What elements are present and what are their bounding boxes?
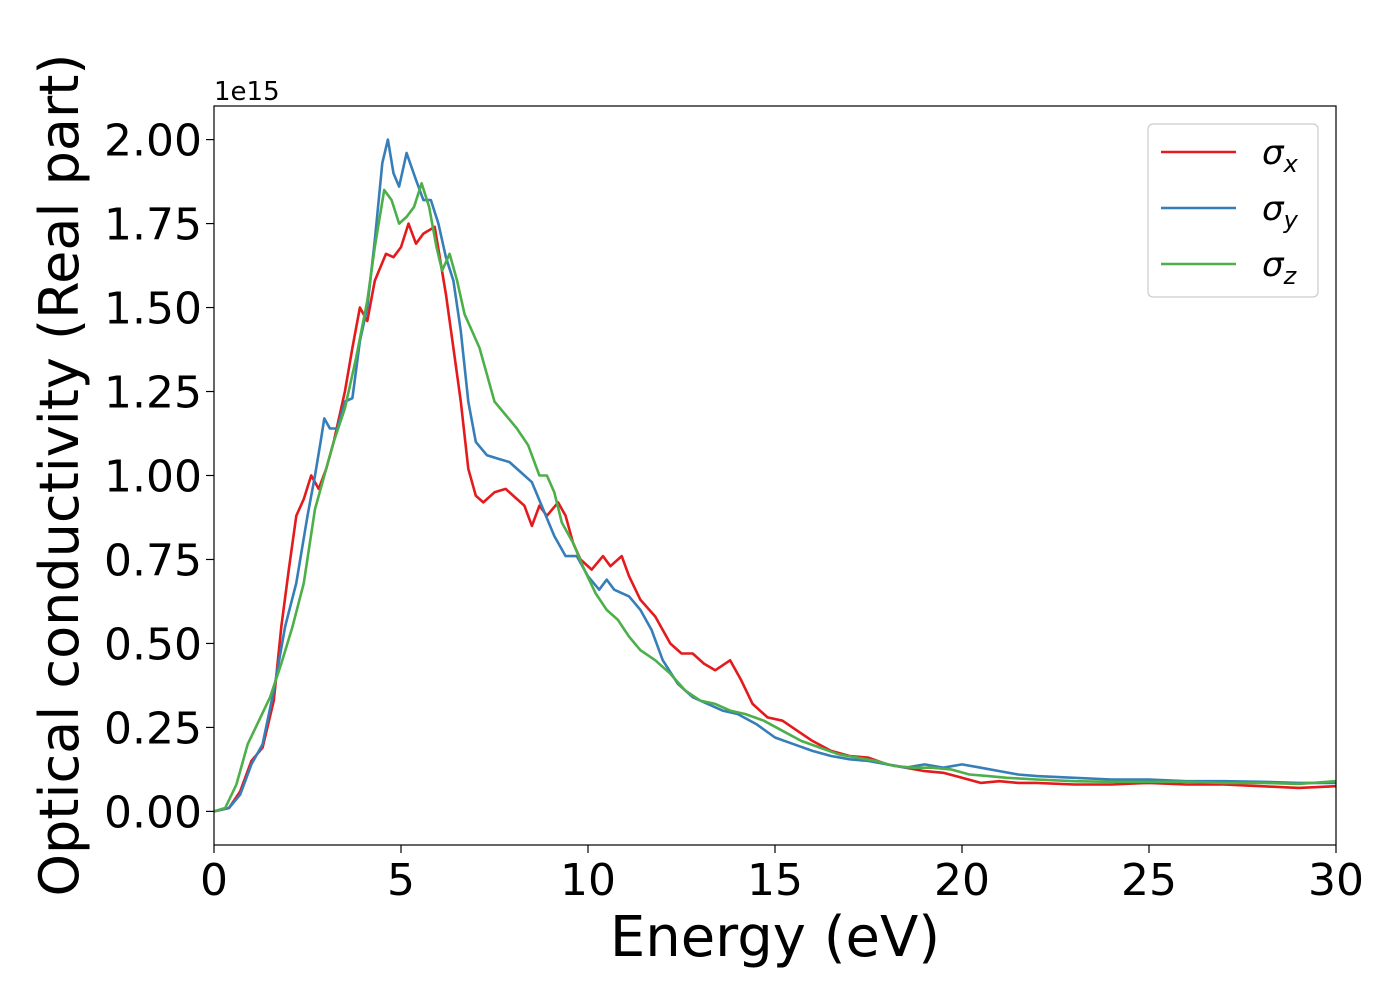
x-axis: 0 5 10 15 20 25 30 [200,845,1364,906]
x-tick-label: 25 [1121,855,1177,906]
y-tick-label: 1.25 [104,368,202,419]
x-tick-label: 0 [200,855,228,906]
series-layer [214,138,1336,813]
series-line-z [214,182,1336,813]
legend-subscript: y [1283,206,1299,234]
legend-subscript: z [1283,262,1298,290]
legend-symbol: σ [1262,245,1285,285]
legend-label: σx [1262,133,1299,178]
y-tick-label: 0.50 [104,619,202,670]
x-axis-label: Energy (eV) [610,905,940,970]
legend-subscript: x [1283,150,1299,178]
y-tick-label: 0.25 [104,703,202,754]
x-tick-label: 20 [934,855,990,906]
y-tick-label: 2.00 [104,116,202,167]
series-line-x [214,222,1336,813]
y-tick-label: 1.00 [104,452,202,503]
y-tick-label: 0.75 [104,535,202,586]
legend-label: σy [1262,189,1299,234]
x-tick-label: 30 [1308,855,1364,906]
y-offset-label: 1e15 [214,77,280,107]
y-tick-label: 1.50 [104,284,202,335]
x-tick-label: 15 [747,855,803,906]
legend-symbol: σ [1262,189,1285,229]
y-tick-label: 0.00 [104,787,202,838]
legend-label: σz [1262,245,1298,290]
y-axis: 0.00 0.25 0.50 0.75 1.00 1.25 1.50 1.75 2.00 [104,116,214,838]
legend-symbol: σ [1262,133,1285,173]
x-tick-label: 10 [560,855,616,906]
x-tick-label: 5 [387,855,415,906]
legend-frame [1147,123,1319,298]
y-axis-label: Optical conductivity (Real part) [28,54,91,897]
y-tick-label: 1.75 [104,200,202,251]
